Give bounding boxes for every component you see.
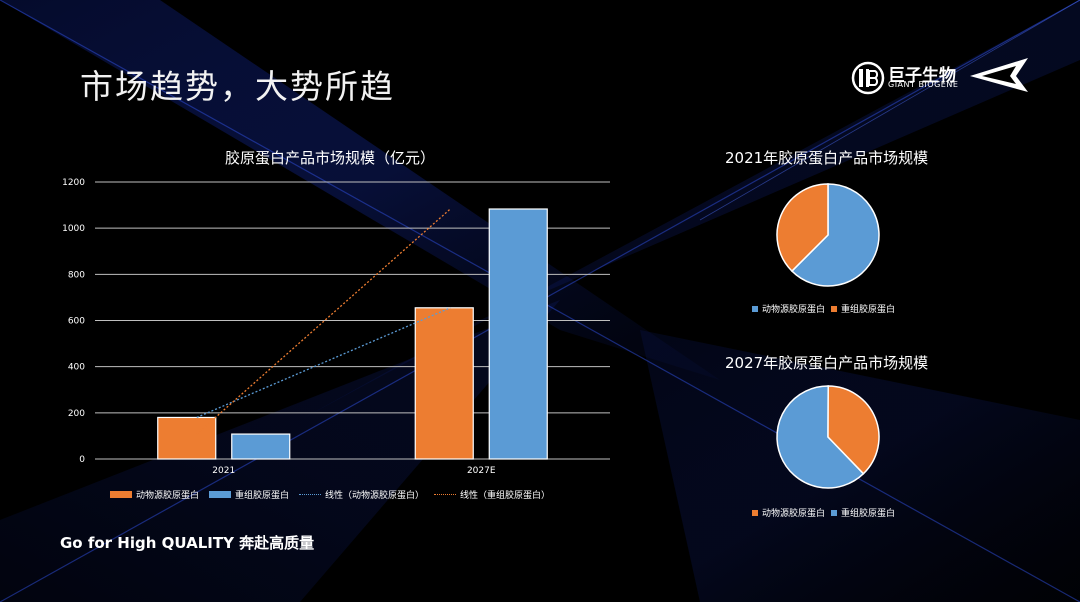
legend-label-recombinant: 重组胶原蛋白	[235, 491, 290, 501]
pie-2027-legend: 动物源胶原蛋白 重组胶原蛋白	[752, 506, 901, 519]
legend-line-blue	[299, 494, 322, 495]
pie-2021-title: 2021年胶原蛋白产品市场规模	[725, 149, 929, 167]
x-tick-label: 2021	[212, 466, 235, 476]
y-tick-label: 0	[79, 455, 85, 465]
legend-label-trend-recombinant: 线性（重组胶原蛋白）	[460, 491, 551, 501]
bar	[414, 307, 474, 460]
legend-label: 重组胶原蛋白	[841, 305, 896, 315]
trendline	[196, 208, 451, 435]
y-tick-label: 1200	[62, 178, 85, 188]
pie-2027-legend-animal: 动物源胶原蛋白	[752, 506, 825, 519]
page-title: 市场趋势，大势所趋	[80, 67, 395, 106]
pie-slice	[790, 183, 880, 287]
legend-label-trend-animal: 线性（动物源胶原蛋白）	[325, 491, 425, 501]
y-tick-label: 1000	[62, 224, 85, 234]
y-tick-label: 800	[68, 270, 85, 280]
logo-swoosh-icon	[970, 58, 1028, 92]
logo-mark-icon	[851, 61, 885, 95]
bar-chart-title: 胶原蛋白产品市场规模（亿元）	[225, 149, 436, 167]
company-logo: 巨子生物 GIANT BIOGENE	[850, 58, 1035, 98]
legend-label: 动物源胶原蛋白	[762, 509, 826, 519]
x-tick-label: 2027E	[467, 466, 496, 476]
bar	[231, 433, 291, 460]
bar	[488, 208, 548, 460]
slogan: Go for High QUALITY 奔赴高质量	[60, 534, 315, 552]
pie-2027-legend-recombinant: 重组胶原蛋白	[831, 506, 895, 519]
y-tick-label: 400	[68, 363, 85, 373]
legend-label: 动物源胶原蛋白	[762, 305, 826, 315]
pie-2021-legend-recombinant: 重组胶原蛋白	[831, 302, 895, 315]
logo-english-name: GIANT BIOGENE	[888, 80, 959, 89]
pie-chart-2027	[776, 385, 880, 489]
trendline	[196, 307, 451, 419]
pie-slice	[827, 385, 880, 475]
bar	[157, 416, 217, 460]
legend-swatch-blue	[752, 305, 758, 312]
legend-swatch-orange	[110, 491, 132, 498]
pie-2021-legend-animal: 动物源胶原蛋白	[752, 302, 825, 315]
legend-trend-animal: 线性（动物源胶原蛋白）	[299, 488, 424, 501]
y-tick-label: 200	[68, 409, 85, 419]
legend-label: 重组胶原蛋白	[841, 509, 896, 519]
bar-chart: 0 200 400 600 800 1000 1200 2021 2027E	[62, 178, 610, 476]
legend-swatch-blue	[209, 491, 232, 498]
legend-trend-recombinant: 线性（重组胶原蛋白）	[434, 488, 550, 501]
y-tick-label: 600	[68, 317, 85, 327]
legend-swatch-orange	[752, 509, 758, 516]
pie-2027-title: 2027年胶原蛋白产品市场规模	[725, 354, 929, 372]
legend-recombinant: 重组胶原蛋白	[209, 488, 289, 501]
legend-label-animal: 动物源胶原蛋白	[136, 491, 200, 501]
legend-swatch-orange	[831, 305, 838, 312]
bar-chart-legend: 动物源胶原蛋白 重组胶原蛋白 线性（动物源胶原蛋白） 线性（重组胶原蛋白）	[110, 488, 560, 501]
legend-animal: 动物源胶原蛋白	[110, 488, 199, 501]
legend-line-orange	[434, 494, 457, 495]
logo-chinese-name: 巨子生物	[888, 66, 956, 86]
pie-slice	[776, 183, 829, 273]
pie-slice	[776, 385, 865, 489]
pie-chart-2021	[776, 183, 880, 287]
legend-swatch-blue	[831, 509, 838, 516]
pie-2021-legend: 动物源胶原蛋白 重组胶原蛋白	[752, 302, 901, 315]
